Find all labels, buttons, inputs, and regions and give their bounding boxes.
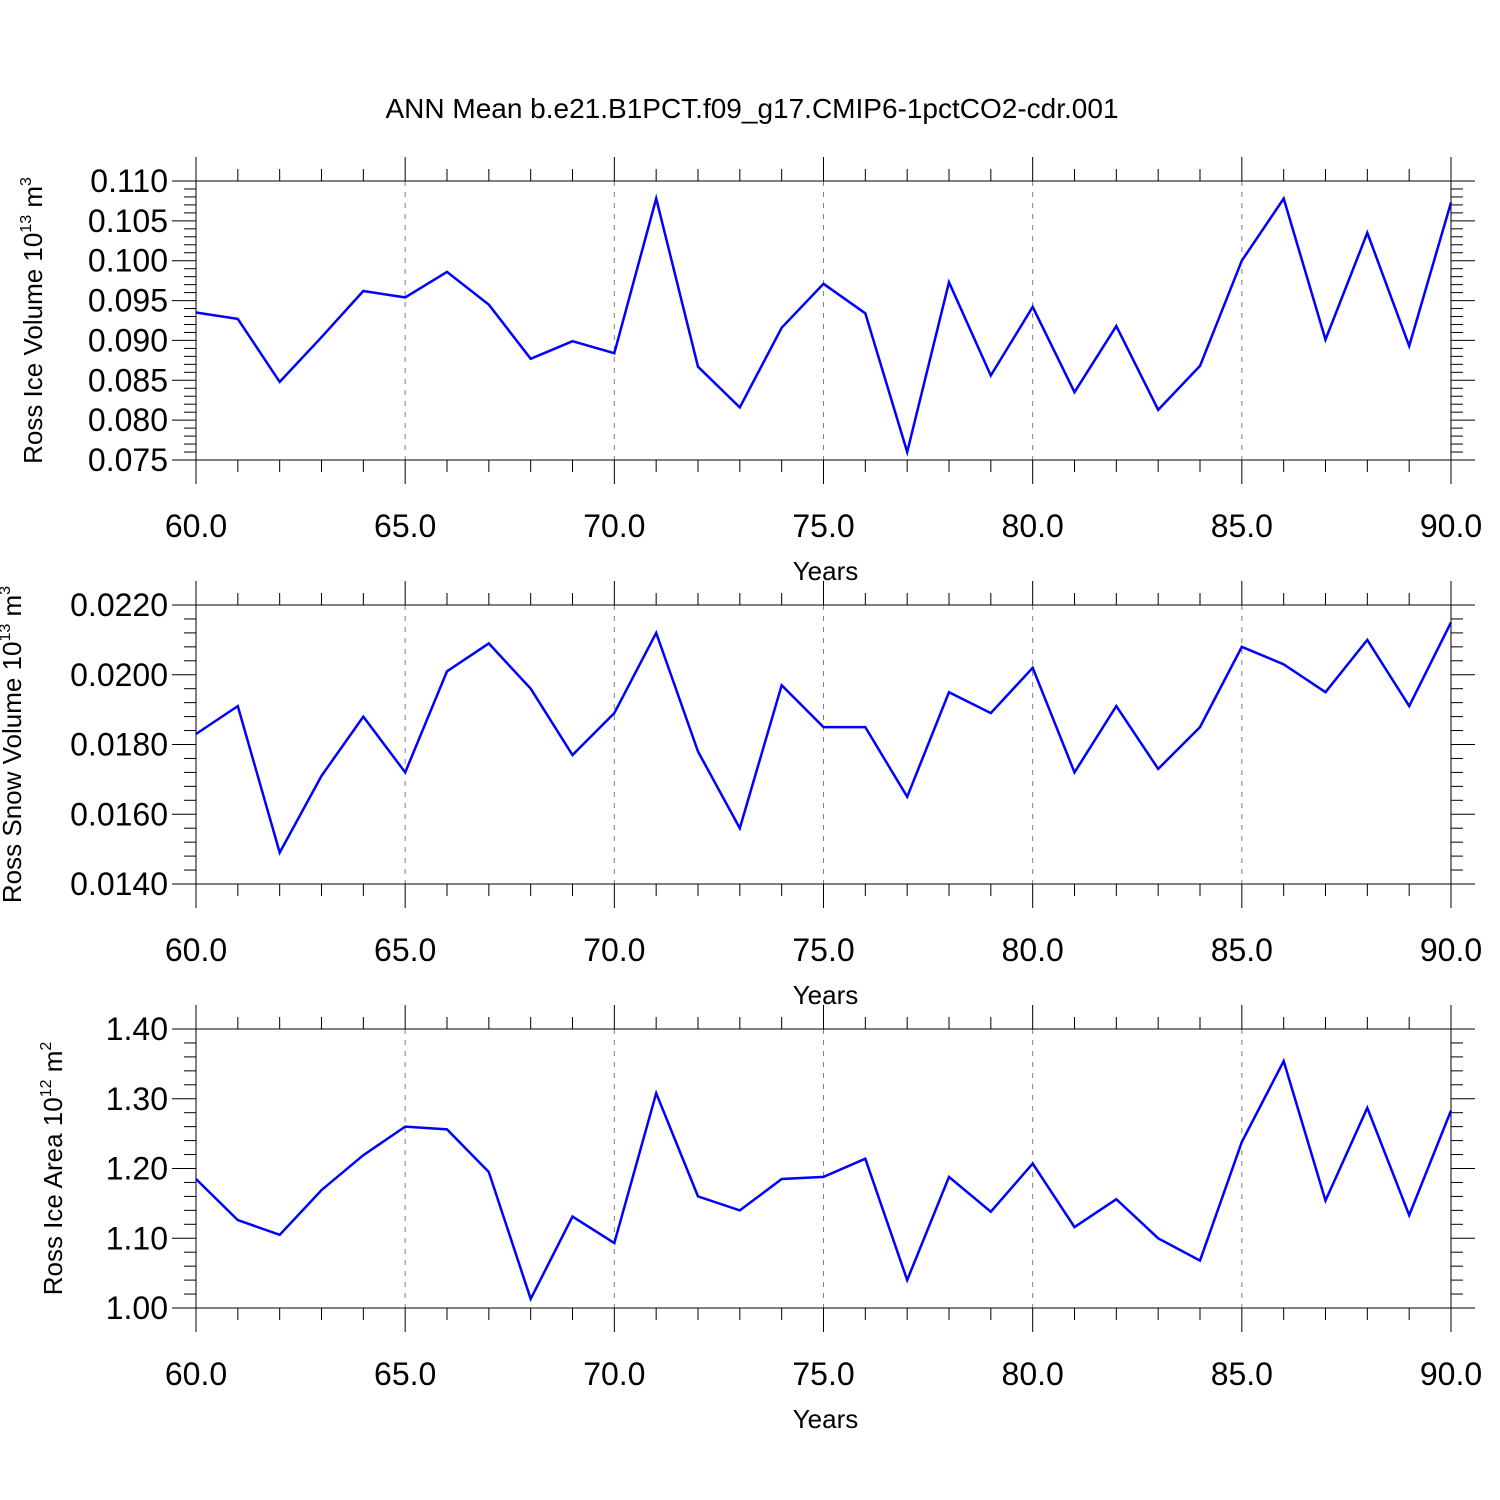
- x-tick-label: 60.0: [165, 1356, 227, 1392]
- y-axis-label-superscript: 13: [18, 215, 35, 233]
- x-tick-label: 75.0: [792, 508, 854, 544]
- y-tick-label: 0.075: [88, 442, 168, 478]
- x-tick-label: 90.0: [1420, 1356, 1482, 1392]
- x-tick-label: 60.0: [165, 932, 227, 968]
- y-axis-label-superscript: 12: [38, 1079, 55, 1097]
- x-tick-label: 80.0: [1002, 508, 1064, 544]
- series-line: [195, 193, 1453, 457]
- x-tick-label: 85.0: [1211, 1356, 1273, 1392]
- y-axis-label-text: Ross Ice Area 10: [38, 1097, 68, 1295]
- y-tick-label: 0.095: [88, 283, 168, 319]
- x-tick-label: 80.0: [1002, 1356, 1064, 1392]
- x-tick-label: 70.0: [583, 932, 645, 968]
- x-tick-label: 65.0: [374, 508, 436, 544]
- x-tick-label: 85.0: [1211, 508, 1273, 544]
- y-axis-label-superscript: 2: [38, 1042, 55, 1051]
- y-tick-label: 1.00: [106, 1290, 168, 1326]
- y-tick-label: 0.080: [88, 402, 168, 438]
- x-tick-label: 75.0: [792, 1356, 854, 1392]
- x-tick-label: 75.0: [792, 932, 854, 968]
- y-axis-label-text: Ross Snow Volume 10: [0, 642, 27, 904]
- y-tick-label: 0.0140: [70, 866, 168, 902]
- panels: 60.0 65.0 70.0 75.0 80.0 85.0 90.0 0.075 0.080 0.…: [0, 157, 1482, 1434]
- series-line: [195, 1057, 1453, 1303]
- x-tick-label: 65.0: [374, 932, 436, 968]
- y-axis-label-superscript: 3: [18, 177, 35, 186]
- chart-panel-3: 60.0 65.0 70.0 75.0 80.0 85.0 90.0 1.00 1.10 1.20…: [38, 1005, 1482, 1434]
- x-tick-label: 70.0: [583, 508, 645, 544]
- x-tick-label: 60.0: [165, 508, 227, 544]
- y-axis-label-text: m: [18, 186, 48, 215]
- y-axis-label: Ross Ice Area 1012 m2: [38, 1042, 68, 1296]
- x-tick-label: 90.0: [1420, 508, 1482, 544]
- y-tick-label: 1.20: [106, 1151, 168, 1187]
- y-axis-label: Ross Snow Volume 1013 m3: [0, 586, 27, 903]
- x-axis-label: Years: [793, 980, 859, 1010]
- y-axis-label-text: m: [38, 1051, 68, 1080]
- x-tick-label: 90.0: [1420, 932, 1482, 968]
- x-tick-label: 85.0: [1211, 932, 1273, 968]
- y-axis-label-superscript: 3: [0, 586, 14, 595]
- y-tick-label: 0.0220: [70, 587, 168, 623]
- chart-panel-1: 60.0 65.0 70.0 75.0 80.0 85.0 90.0 0.075 0.080 0.…: [18, 157, 1482, 586]
- x-axis-label: Years: [793, 1404, 859, 1434]
- y-tick-label: 0.0160: [70, 796, 168, 832]
- y-tick-label: 0.100: [88, 243, 168, 279]
- plot-frame: [195, 1028, 1452, 1309]
- y-axis-label: Ross Ice Volume 1013 m3: [18, 177, 48, 464]
- y-tick-label: 0.090: [88, 322, 168, 358]
- y-tick-label: 0.0180: [70, 727, 168, 763]
- y-tick-label: 0.085: [88, 362, 168, 398]
- y-axis-label-text: Ross Ice Volume 10: [18, 233, 48, 464]
- y-tick-label: 1.40: [106, 1011, 168, 1047]
- y-axis-label-text: m: [0, 595, 27, 624]
- x-tick-label: 65.0: [374, 1356, 436, 1392]
- y-tick-label: 0.110: [90, 163, 168, 199]
- figure-title: ANN Mean b.e21.B1PCT.f09_g17.CMIP6-1pctC…: [385, 93, 1118, 124]
- y-tick-label: 1.30: [106, 1081, 168, 1117]
- plot-frame: [195, 180, 1452, 461]
- series-line: [195, 621, 1453, 856]
- y-axis-label-superscript: 13: [0, 624, 14, 642]
- x-tick-label: 70.0: [583, 1356, 645, 1392]
- y-tick-label: 1.10: [106, 1220, 168, 1256]
- x-tick-label: 80.0: [1002, 932, 1064, 968]
- y-tick-label: 0.105: [88, 203, 168, 239]
- x-axis-label: Years: [793, 556, 859, 586]
- y-tick-label: 0.0200: [70, 657, 168, 693]
- chart-panel-2: 60.0 65.0 70.0 75.0 80.0 85.0 90.0 0.0140 0.0160…: [0, 581, 1482, 1010]
